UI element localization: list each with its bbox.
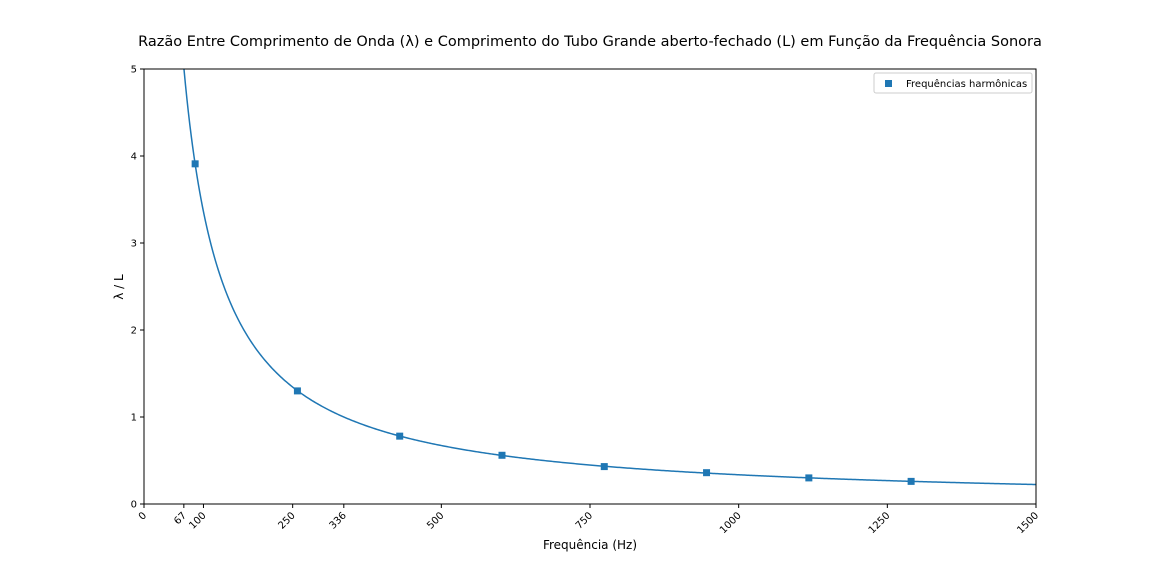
x-tick-label: 1500	[1015, 510, 1041, 536]
chart-title: Razão Entre Comprimento de Onda (λ) e Co…	[138, 34, 1042, 50]
plot-area	[183, 69, 1036, 486]
data-point-3	[396, 432, 404, 440]
y-tick-label: 0	[131, 500, 137, 511]
x-tick-label: 336	[328, 510, 349, 531]
data-point-8	[907, 477, 915, 485]
data-point-7	[805, 474, 813, 482]
data-point-5	[600, 463, 608, 471]
y-tick-label: 1	[131, 413, 137, 424]
x-tick-label: 500	[425, 510, 446, 531]
x-tick-label: 67	[172, 510, 189, 527]
x-tick-label: 1250	[867, 510, 893, 536]
fit-curve-line	[183, 69, 1036, 486]
legend-marker-square	[885, 80, 892, 87]
axes-frame	[143, 68, 1037, 505]
x-axis-label: Frequência (Hz)	[543, 538, 637, 552]
x-tick-label: 250	[277, 510, 298, 531]
y-tick-label: 5	[131, 65, 137, 76]
data-point-6	[703, 469, 711, 477]
legend-entry-harmonic-frequencies: Frequências harmônicas	[906, 78, 1027, 90]
y-tick-label: 2	[131, 326, 137, 337]
legend: Frequências harmônicas	[873, 72, 1033, 94]
x-tick-label: 0	[137, 510, 149, 522]
data-point-1	[191, 160, 199, 168]
y-axis-label: λ / L	[112, 274, 126, 300]
data-point-2	[293, 387, 301, 395]
data-point-4	[498, 451, 506, 459]
x-tick-label: 1000	[718, 510, 744, 536]
x-tick-label: 100	[187, 510, 208, 531]
legend-box	[873, 72, 1033, 94]
y-tick-label: 4	[131, 152, 137, 163]
x-tick-label: 750	[574, 510, 595, 531]
y-tick-label: 3	[131, 239, 137, 250]
